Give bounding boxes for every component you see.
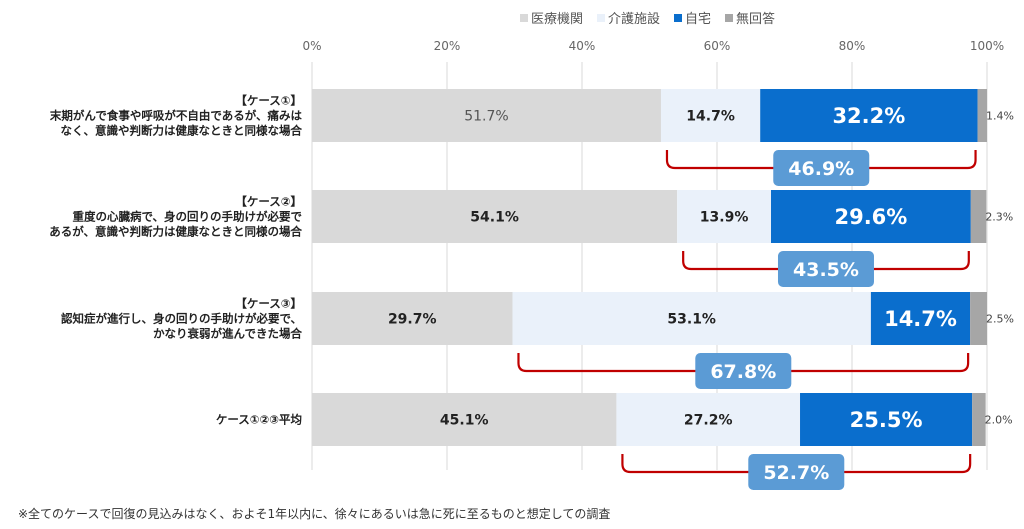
- legend: 医療機関 介護施設 自宅 無回答: [520, 8, 775, 27]
- legend-swatch: [520, 13, 528, 22]
- category-label: ケース①②③平均: [216, 413, 302, 427]
- bar-segment: [972, 393, 986, 446]
- bar-segment: [512, 292, 871, 345]
- x-tick-label: 100%: [970, 39, 1004, 53]
- category-label: なく、意識や判断力は健康なときと同様な場合: [61, 124, 303, 138]
- category-label: 【ケース③】: [235, 297, 302, 311]
- legend-label: 無回答: [736, 12, 776, 27]
- data-label: 1.4%: [986, 109, 1014, 122]
- data-label: 2.5%: [986, 312, 1014, 325]
- data-label: 13.9%: [700, 209, 749, 225]
- data-label: 29.6%: [834, 205, 907, 229]
- data-label: 45.1%: [440, 412, 489, 428]
- legend-label: 医療機関: [531, 12, 584, 27]
- legend-swatch: [725, 13, 734, 22]
- bar-segment: [312, 190, 678, 243]
- sum-label: 67.8%: [710, 361, 776, 383]
- bar-segment: [677, 190, 771, 243]
- data-label: 2.0%: [985, 413, 1013, 426]
- legend-item: 医療機関: [520, 8, 583, 27]
- bar-segment: [970, 292, 987, 345]
- data-label: 14.7%: [884, 307, 957, 331]
- sum-label: 52.7%: [763, 462, 829, 484]
- data-label: 54.1%: [470, 209, 519, 225]
- data-label: 25.5%: [850, 408, 923, 432]
- category-label: 認知症が進行し、身の回りの手助けが必要で、: [61, 312, 302, 326]
- sum-label: 43.5%: [793, 259, 859, 281]
- legend-swatch: [674, 13, 683, 22]
- legend-item: 自宅: [674, 8, 711, 27]
- bar-segment: [660, 89, 761, 142]
- category-label: あるが、意識や判断力は健康なときと同様の場合: [49, 225, 302, 239]
- legend-label: 介護施設: [608, 12, 661, 27]
- x-tick-label: 20%: [434, 39, 461, 53]
- bar-segment: [870, 292, 971, 345]
- x-tick-label: 0%: [302, 39, 321, 53]
- legend-item: 無回答: [725, 8, 775, 27]
- bar-segment: [970, 190, 987, 243]
- bar-segment: [760, 89, 978, 142]
- data-label: 27.2%: [684, 412, 733, 428]
- data-label: 14.7%: [686, 108, 735, 124]
- legend-label: 自宅: [685, 12, 712, 27]
- sum-badge: [773, 150, 870, 186]
- bar-segment: [977, 89, 987, 142]
- data-label: 2.3%: [985, 210, 1013, 223]
- sum-badge: [748, 454, 845, 490]
- bar-segment: [312, 89, 661, 142]
- x-tick-label: 60%: [704, 39, 731, 53]
- category-label: 重度の心臓病で、身の回りの手助けが必要で: [72, 210, 302, 224]
- bar-segment: [312, 292, 513, 345]
- data-label: 53.1%: [667, 311, 716, 327]
- category-label: 【ケース②】: [235, 195, 302, 209]
- legend-swatch: [597, 13, 606, 22]
- data-label: 51.7%: [464, 108, 508, 124]
- legend-item: 介護施設: [597, 8, 660, 27]
- data-label: 29.7%: [388, 311, 437, 327]
- sum-badge: [695, 353, 792, 389]
- bar-segment: [800, 393, 973, 446]
- category-label: 【ケース①】: [235, 94, 302, 108]
- bar-segment: [771, 190, 971, 243]
- sum-badge: [777, 251, 874, 287]
- bar-segment: [312, 393, 617, 446]
- category-label: かなり衰弱が進んできた場合: [153, 327, 302, 341]
- x-tick-label: 40%: [569, 39, 596, 53]
- data-label: 32.2%: [832, 104, 905, 128]
- bar-segment: [616, 393, 801, 446]
- footnote: ※全てのケースで回復の見込みはなく、およそ1年以内に、徐々にあるいは急に死に至る…: [18, 507, 611, 521]
- sum-label: 46.9%: [788, 158, 854, 180]
- category-label: 末期がんで食事や呼吸が不自由であるが、痛みは: [50, 109, 303, 123]
- x-tick-label: 80%: [839, 39, 866, 53]
